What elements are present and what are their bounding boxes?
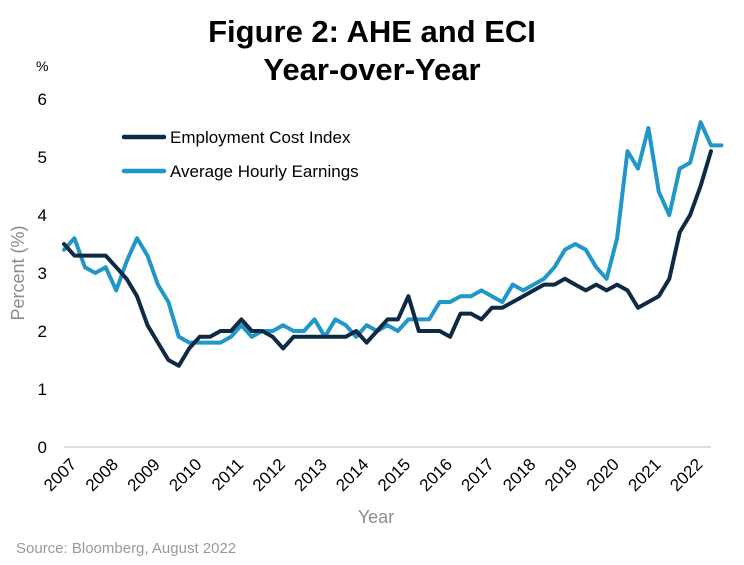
x-tick-label: 2009 [124, 455, 164, 495]
x-tick-label: 2019 [541, 455, 581, 495]
x-tick-label: 2012 [249, 455, 289, 495]
legend-label: Average Hourly Earnings [170, 162, 359, 181]
x-tick-label: 2020 [583, 455, 623, 495]
ahe-series-line [62, 120, 724, 345]
x-tick-label: 2013 [291, 455, 331, 495]
y-tick-label: 2 [38, 322, 47, 341]
chart-title-line-2: Year-over-Year [263, 52, 481, 87]
x-tick-label: 2008 [82, 455, 122, 495]
legend: Employment Cost Index Average Hourly Earn… [121, 128, 359, 181]
eci-series-line [62, 149, 713, 368]
chart-title-line-1: Figure 2: AHE and ECI [208, 14, 536, 49]
x-axis-tick-labels: 2007 2008 2009 2010 2011 2012 2013 2014 2015 2016… [40, 455, 706, 495]
x-tick-label: 2017 [458, 455, 498, 495]
x-tick-label: 2021 [625, 455, 665, 495]
x-tick-label: 2011 [208, 455, 247, 494]
y-tick-label: 6 [38, 90, 47, 109]
legend-label: Employment Cost Index [170, 128, 351, 147]
y-tick-label: 1 [38, 380, 47, 399]
x-tick-label: 2022 [666, 455, 706, 495]
x-tick-label: 2010 [165, 455, 205, 495]
y-tick-label: 4 [38, 206, 47, 225]
y-tick-label: 3 [38, 264, 47, 283]
x-tick-label: 2018 [499, 455, 539, 495]
x-tick-label: 2014 [332, 455, 372, 495]
source-note: Source: Bloomberg, August 2022 [16, 540, 237, 557]
unit-label: % [36, 58, 49, 74]
x-axis-title: Year [358, 507, 394, 527]
x-tick-label: 2016 [416, 455, 456, 495]
y-tick-label: 5 [38, 148, 47, 167]
series-lines [62, 120, 724, 368]
x-tick-label: 2007 [40, 455, 80, 495]
y-tick-label: 0 [38, 438, 47, 457]
x-tick-label: 2015 [374, 455, 414, 495]
y-axis-tick-labels: 0 1 2 3 4 5 6 [38, 90, 47, 457]
y-axis-title: Percent (%) [8, 225, 28, 320]
